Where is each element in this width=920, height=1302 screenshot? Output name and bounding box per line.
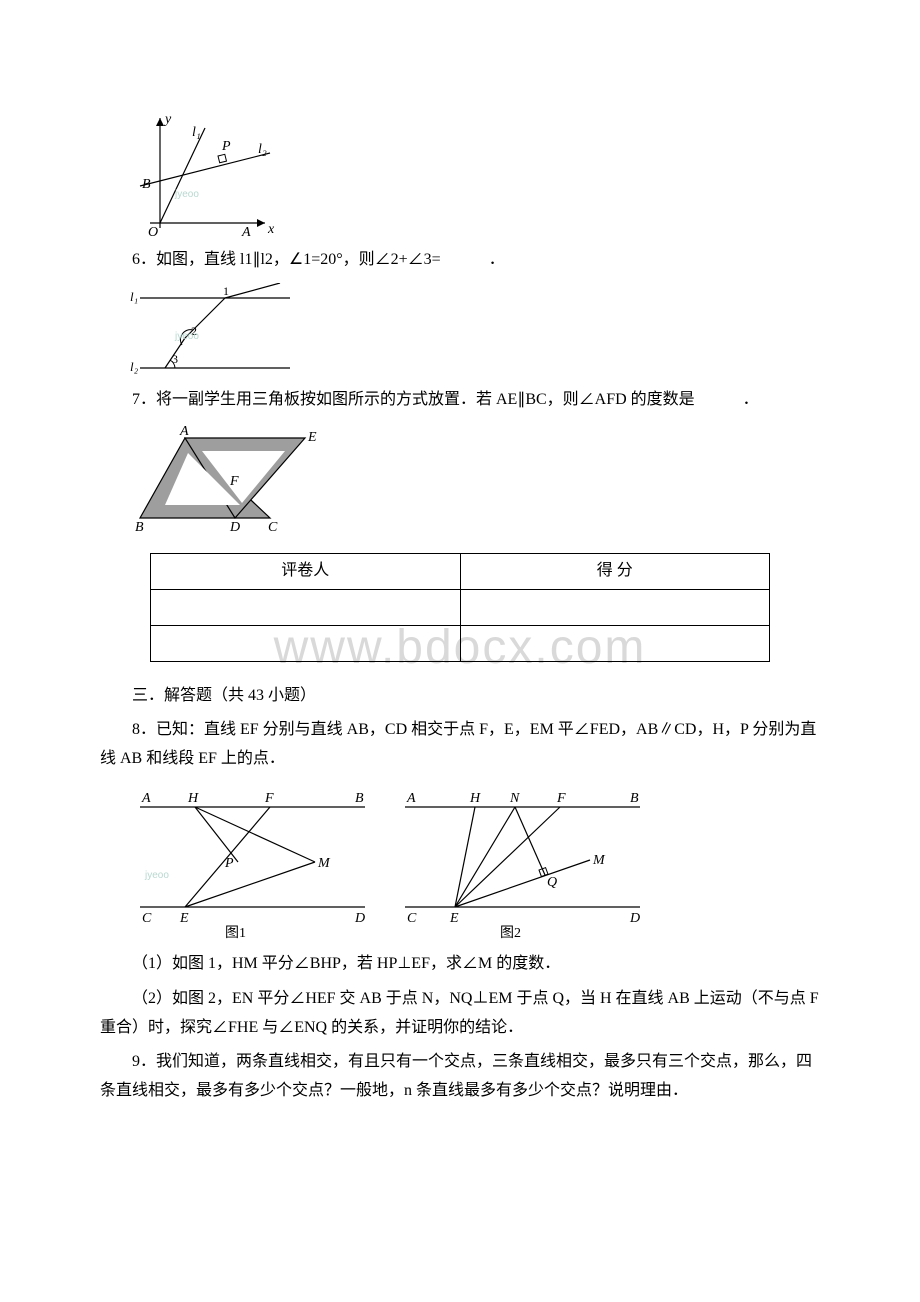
q8-part1: （1）如图 1，HM 平分∠BHP，若 HP⊥EF，求∠M 的度数． bbox=[100, 950, 820, 979]
label-A: A bbox=[241, 225, 251, 238]
svg-text:D: D bbox=[354, 911, 365, 926]
svg-text:C: C bbox=[407, 911, 417, 926]
q8-part2: （2）如图 2，EN 平分∠HEF 交 AB 于点 N，NQ⊥EM 于点 Q，当… bbox=[100, 985, 820, 1043]
svg-text:C: C bbox=[142, 911, 152, 926]
q5-figure: y x O A B P l₁ l₂ jyeoo bbox=[130, 108, 820, 238]
svg-text:B: B bbox=[630, 791, 639, 806]
score-col2: 得 分 bbox=[460, 553, 770, 589]
q9-text: 9．我们知道，两条直线相交，有且只有一个交点，三条直线相交，最多只有三个交点，那… bbox=[100, 1048, 820, 1106]
svg-text:F: F bbox=[264, 791, 274, 806]
svg-text:M: M bbox=[317, 856, 331, 871]
svg-text:Q: Q bbox=[547, 875, 557, 890]
label-B: B bbox=[142, 177, 151, 192]
svg-text:E: E bbox=[307, 430, 317, 445]
q6-figure: l₁ l₂ 1 2 3 jyeoo bbox=[130, 283, 820, 378]
svg-text:F: F bbox=[229, 474, 239, 489]
svg-text:P: P bbox=[224, 856, 234, 871]
label-y: y bbox=[163, 112, 172, 127]
section3-title: 三．解答题（共 43 小题） bbox=[100, 682, 820, 711]
svg-text:3: 3 bbox=[172, 352, 178, 366]
q7-figure: A E B D C F bbox=[130, 423, 820, 533]
svg-text:E: E bbox=[449, 911, 459, 926]
q7-text: 7．将一副学生用三角板按如图所示的方式放置．若 AE∥BC，则∠AFD 的度数是… bbox=[100, 386, 820, 415]
svg-text:D: D bbox=[629, 911, 640, 926]
svg-text:N: N bbox=[509, 791, 520, 806]
score-table: 评卷人 得 分 bbox=[150, 553, 770, 662]
svg-text:1: 1 bbox=[223, 284, 229, 298]
small-watermark: jyeoo bbox=[145, 867, 169, 885]
svg-text:A: A bbox=[141, 791, 151, 806]
svg-text:E: E bbox=[179, 911, 189, 926]
svg-text:A: A bbox=[179, 424, 189, 439]
label-l2: l₂ bbox=[258, 142, 267, 157]
svg-text:l₁: l₁ bbox=[130, 289, 138, 304]
label-l1: l₁ bbox=[192, 125, 201, 140]
svg-text:图1: 图1 bbox=[225, 926, 246, 941]
svg-text:M: M bbox=[592, 853, 606, 868]
svg-text:H: H bbox=[469, 791, 481, 806]
label-x: x bbox=[267, 222, 275, 237]
q8-figures: A H F B P M C E D 图1 A H N bbox=[130, 782, 820, 942]
q8-text: 8．已知：直线 EF 分别与直线 AB，CD 相交于点 F，E，EM 平∠FED… bbox=[100, 716, 820, 774]
svg-text:图2: 图2 bbox=[500, 926, 521, 941]
q6-text: 6．如图，直线 l1∥l2，∠1=20°，则∠2+∠3= ． bbox=[100, 246, 820, 275]
small-watermark: jyeoo bbox=[175, 186, 199, 204]
svg-text:l₂: l₂ bbox=[130, 359, 139, 374]
label-P: P bbox=[221, 139, 231, 154]
svg-text:D: D bbox=[229, 520, 240, 533]
svg-text:F: F bbox=[556, 791, 566, 806]
svg-text:B: B bbox=[135, 520, 144, 533]
label-O: O bbox=[148, 225, 158, 238]
svg-text:C: C bbox=[268, 520, 278, 533]
svg-text:A: A bbox=[406, 791, 416, 806]
svg-text:H: H bbox=[187, 791, 199, 806]
svg-text:B: B bbox=[355, 791, 364, 806]
small-watermark: jyeoo bbox=[175, 328, 199, 346]
score-col1: 评卷人 bbox=[151, 553, 461, 589]
